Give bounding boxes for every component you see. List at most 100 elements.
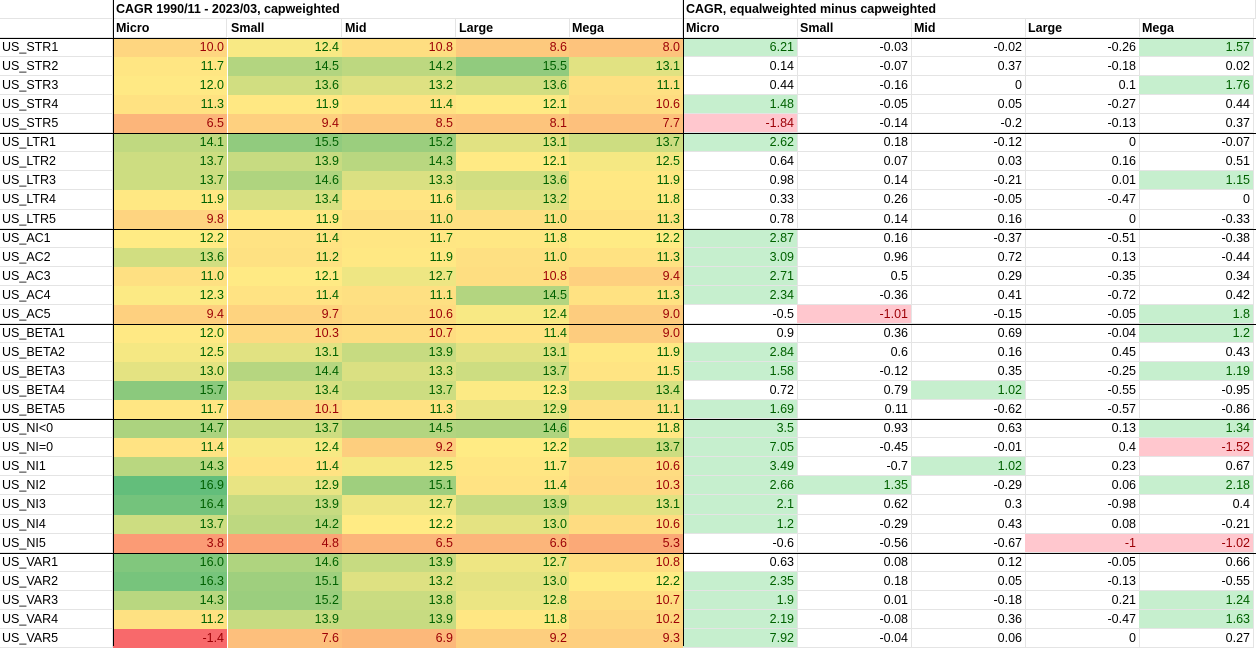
capweighted-cell[interactable]: 13.6 xyxy=(456,171,570,190)
capweighted-cell[interactable]: 11.7 xyxy=(113,400,227,419)
diff-cell[interactable]: 1.35 xyxy=(797,476,912,495)
capweighted-cell[interactable]: 13.9 xyxy=(342,610,456,629)
diff-cell[interactable]: 0.79 xyxy=(797,381,912,400)
diff-cell[interactable]: -0.07 xyxy=(1139,133,1254,152)
diff-cell[interactable]: 0.72 xyxy=(683,381,798,400)
capweighted-cell[interactable]: 13.1 xyxy=(569,495,683,515)
capweighted-cell[interactable]: 11.1 xyxy=(569,400,683,419)
diff-cell[interactable]: -0.25 xyxy=(1025,362,1140,381)
capweighted-cell[interactable]: 11.4 xyxy=(228,457,342,476)
capweighted-cell[interactable]: 11.2 xyxy=(113,610,227,629)
capweighted-cell[interactable]: 7.6 xyxy=(228,629,342,648)
capweighted-cell[interactable]: 9.3 xyxy=(569,629,683,648)
capweighted-cell[interactable]: 10.6 xyxy=(569,457,683,476)
diff-cell[interactable]: 2.71 xyxy=(683,267,798,286)
capweighted-cell[interactable]: 11.8 xyxy=(456,229,570,248)
diff-cell[interactable]: 0.37 xyxy=(1139,114,1254,133)
capweighted-cell[interactable]: 6.5 xyxy=(113,114,227,133)
capweighted-cell[interactable]: 13.7 xyxy=(113,171,227,190)
capweighted-cell[interactable]: 9.8 xyxy=(113,210,227,229)
capweighted-cell[interactable]: 10.7 xyxy=(342,324,456,343)
diff-cell[interactable]: -0.37 xyxy=(911,229,1026,248)
capweighted-cell[interactable]: 11.4 xyxy=(456,324,570,343)
diff-cell[interactable]: -0.95 xyxy=(1139,381,1254,400)
capweighted-cell[interactable]: 11.3 xyxy=(569,248,683,267)
diff-cell[interactable]: -0.15 xyxy=(911,305,1026,324)
diff-cell[interactable]: 0.26 xyxy=(797,190,912,210)
diff-cell[interactable]: 0.41 xyxy=(911,286,1026,305)
diff-cell[interactable]: 1.24 xyxy=(1139,591,1254,610)
capweighted-cell[interactable]: 8.5 xyxy=(342,114,456,133)
diff-cell[interactable]: -0.16 xyxy=(797,76,912,95)
diff-cell[interactable]: -0.67 xyxy=(911,534,1026,553)
capweighted-cell[interactable]: 13.0 xyxy=(456,515,570,534)
capweighted-cell[interactable]: 10.6 xyxy=(342,305,456,324)
diff-cell[interactable]: 1.57 xyxy=(1139,38,1254,57)
diff-cell[interactable]: 1.9 xyxy=(683,591,798,610)
diff-cell[interactable]: -0.57 xyxy=(1025,400,1140,419)
capweighted-cell[interactable]: 6.6 xyxy=(456,534,570,553)
diff-cell[interactable]: 0.36 xyxy=(797,324,912,343)
diff-cell[interactable]: 1.8 xyxy=(1139,305,1254,324)
capweighted-cell[interactable]: 10.8 xyxy=(569,553,683,572)
capweighted-cell[interactable]: 12.0 xyxy=(113,324,227,343)
diff-cell[interactable]: 1.34 xyxy=(1139,419,1254,438)
capweighted-cell[interactable]: 12.7 xyxy=(456,553,570,572)
diff-cell[interactable]: -0.98 xyxy=(1025,495,1140,515)
capweighted-cell[interactable]: 9.0 xyxy=(569,305,683,324)
capweighted-cell[interactable]: 11.9 xyxy=(228,210,342,229)
capweighted-cell[interactable]: 15.2 xyxy=(342,133,456,152)
row-label[interactable]: US_AC5 xyxy=(0,305,113,324)
capweighted-cell[interactable]: 13.4 xyxy=(228,190,342,210)
row-label[interactable]: US_NI4 xyxy=(0,515,113,534)
diff-cell[interactable]: 0.06 xyxy=(1025,476,1140,495)
diff-cell[interactable]: 0.18 xyxy=(797,572,912,591)
capweighted-cell[interactable]: 11.4 xyxy=(456,476,570,495)
capweighted-cell[interactable]: 14.2 xyxy=(342,57,456,76)
diff-cell[interactable]: 1.02 xyxy=(911,381,1026,400)
capweighted-cell[interactable]: 12.5 xyxy=(569,152,683,171)
row-label[interactable]: US_STR3 xyxy=(0,76,113,95)
capweighted-cell[interactable]: 11.5 xyxy=(569,362,683,381)
capweighted-cell[interactable]: 14.3 xyxy=(113,457,227,476)
capweighted-cell[interactable]: 13.7 xyxy=(342,381,456,400)
capweighted-cell[interactable]: 8.1 xyxy=(456,114,570,133)
row-label[interactable]: US_LTR2 xyxy=(0,152,113,171)
capweighted-cell[interactable]: 10.6 xyxy=(569,95,683,114)
capweighted-cell[interactable]: 13.4 xyxy=(228,381,342,400)
capweighted-cell[interactable]: 15.5 xyxy=(228,133,342,152)
row-label[interactable]: US_NI5 xyxy=(0,534,113,553)
row-label[interactable]: US_STR2 xyxy=(0,57,113,76)
diff-cell[interactable]: 0.07 xyxy=(797,152,912,171)
capweighted-cell[interactable]: 14.4 xyxy=(228,362,342,381)
diff-cell[interactable]: -1.02 xyxy=(1139,534,1254,553)
capweighted-cell[interactable]: 13.2 xyxy=(342,76,456,95)
diff-cell[interactable]: -0.5 xyxy=(683,305,798,324)
capweighted-cell[interactable]: 11.3 xyxy=(569,210,683,229)
diff-cell[interactable]: 2.18 xyxy=(1139,476,1254,495)
capweighted-cell[interactable]: 14.6 xyxy=(456,419,570,438)
diff-cell[interactable]: 0.12 xyxy=(911,553,1026,572)
capweighted-cell[interactable]: 10.6 xyxy=(569,515,683,534)
capweighted-cell[interactable]: 12.4 xyxy=(228,38,342,57)
capweighted-cell[interactable]: 5.3 xyxy=(569,534,683,553)
diff-cell[interactable]: 1.2 xyxy=(1139,324,1254,343)
row-label[interactable]: US_VAR5 xyxy=(0,629,113,648)
capweighted-cell[interactable]: 12.7 xyxy=(342,495,456,515)
capweighted-cell[interactable]: 7.7 xyxy=(569,114,683,133)
capweighted-cell[interactable]: 15.2 xyxy=(228,591,342,610)
diff-cell[interactable]: 0.93 xyxy=(797,419,912,438)
diff-cell[interactable]: 0 xyxy=(1139,190,1254,210)
row-label[interactable]: US_VAR3 xyxy=(0,591,113,610)
capweighted-cell[interactable]: 13.9 xyxy=(342,343,456,362)
diff-cell[interactable]: 0.34 xyxy=(1139,267,1254,286)
capweighted-cell[interactable]: 12.7 xyxy=(342,267,456,286)
capweighted-cell[interactable]: 9.0 xyxy=(569,324,683,343)
capweighted-cell[interactable]: 11.9 xyxy=(113,190,227,210)
capweighted-cell[interactable]: 13.8 xyxy=(342,591,456,610)
capweighted-cell[interactable]: 12.2 xyxy=(569,572,683,591)
capweighted-cell[interactable]: 11.7 xyxy=(113,57,227,76)
capweighted-cell[interactable]: 12.1 xyxy=(228,267,342,286)
diff-cell[interactable]: 0.44 xyxy=(683,76,798,95)
diff-cell[interactable]: 0.1 xyxy=(1025,76,1140,95)
